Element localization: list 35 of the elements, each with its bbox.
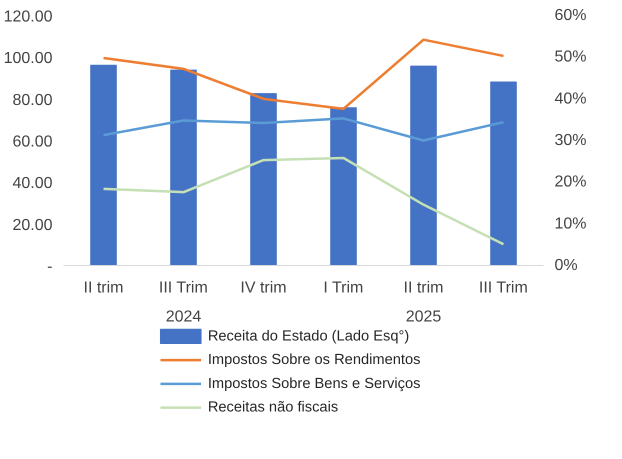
- legend-label: Impostos Sobre os Rendimentos: [208, 352, 420, 368]
- y-tick-label: 100.00: [4, 50, 53, 68]
- bar: [90, 64, 117, 266]
- y-tick-label: 80.00: [12, 92, 53, 109]
- y2-tick-label: 10%: [554, 215, 587, 232]
- x-tick-label: III Trim: [158, 280, 208, 296]
- y2-tick-label: 40%: [554, 90, 587, 108]
- bar: [410, 66, 437, 266]
- y2-tick-label: 60%: [554, 7, 587, 24]
- legend-label: Receita do Estado (Lado Esq°): [208, 328, 410, 344]
- legend-label: Impostos Sobre Bens e Serviços: [208, 376, 420, 392]
- bar: [170, 70, 197, 266]
- line-series: [102, 117, 505, 142]
- text: 2024: [166, 308, 202, 326]
- legend-label: Receitas não fiscais: [208, 400, 338, 416]
- text: 2025: [406, 308, 442, 326]
- y-tick-label: 20.00: [12, 216, 53, 234]
- line-series: [102, 156, 505, 246]
- bar: [490, 81, 517, 266]
- bar: [330, 107, 357, 266]
- x-tick-label: IV trim: [240, 280, 287, 296]
- x-tick-label: III Trim: [478, 280, 528, 296]
- y2-tick-label: 0%: [554, 257, 578, 274]
- y-tick-label: 60.00: [12, 134, 53, 150]
- x-tick-label: II trim: [404, 280, 444, 296]
- y-tick-label: -: [47, 258, 52, 276]
- y-tick-label: 120.00: [4, 8, 53, 26]
- bar: [250, 93, 277, 266]
- y2-tick-label: 20%: [554, 174, 587, 191]
- x-tick-label: I Trim: [323, 280, 364, 296]
- y2-tick-label: 50%: [554, 48, 587, 66]
- line-series: [102, 38, 505, 110]
- y2-tick-label: 30%: [554, 132, 587, 149]
- y-tick-label: 40.00: [12, 175, 53, 192]
- x-tick-label: II trim: [84, 280, 124, 296]
